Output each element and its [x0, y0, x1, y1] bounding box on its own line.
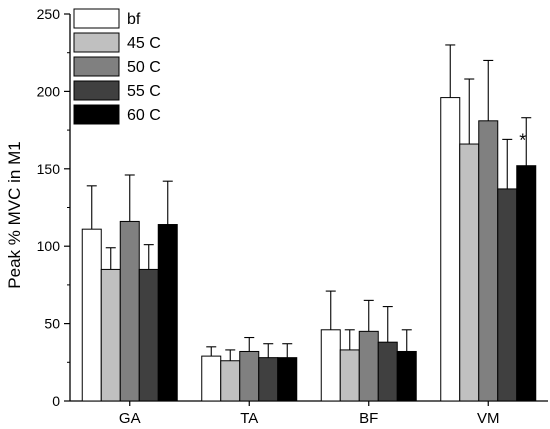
- legend-swatch: [73, 56, 120, 77]
- x-tick-label: GA: [119, 410, 141, 427]
- bar: [239, 350, 260, 402]
- bar: [516, 165, 537, 402]
- bar: [201, 355, 222, 402]
- bar: [396, 350, 417, 402]
- significance-marker: *: [519, 131, 526, 151]
- y-tick-label: 150: [37, 161, 61, 177]
- legend-swatch: [73, 8, 120, 29]
- bar: [339, 349, 360, 402]
- bar: [497, 188, 518, 402]
- y-tick-label: 200: [37, 83, 61, 99]
- legend-label: 50 C: [127, 59, 161, 76]
- legend-label: 55 C: [127, 83, 161, 100]
- bar: [358, 330, 379, 402]
- bar: [119, 220, 140, 402]
- y-tick-label: 50: [44, 316, 60, 332]
- bar: [440, 97, 461, 402]
- y-tick-label: 250: [37, 6, 61, 22]
- bar: [81, 228, 102, 402]
- bar: [459, 143, 480, 402]
- bar: [138, 268, 159, 402]
- y-axis-label: Peak % MVC in M1: [5, 141, 24, 288]
- y-tick-label: 0: [52, 393, 60, 409]
- x-tick-label: VM: [477, 410, 500, 427]
- bar: [258, 357, 279, 402]
- legend-swatch: [73, 32, 120, 53]
- bar: [320, 329, 341, 402]
- legend-label: 60 C: [127, 107, 161, 124]
- legend-swatch: [73, 80, 120, 101]
- y-tick-label: 100: [37, 238, 61, 254]
- x-tick-label: TA: [240, 410, 258, 427]
- legend-swatch: [73, 104, 120, 125]
- x-tick-label: BF: [359, 410, 378, 427]
- bar: [277, 357, 298, 402]
- bar: [377, 341, 398, 402]
- bar: [478, 120, 499, 402]
- legend-label: 45 C: [127, 35, 161, 52]
- bar: [220, 360, 241, 402]
- bar: [100, 268, 121, 402]
- bar: [157, 224, 178, 402]
- legend-label: bf: [127, 11, 141, 28]
